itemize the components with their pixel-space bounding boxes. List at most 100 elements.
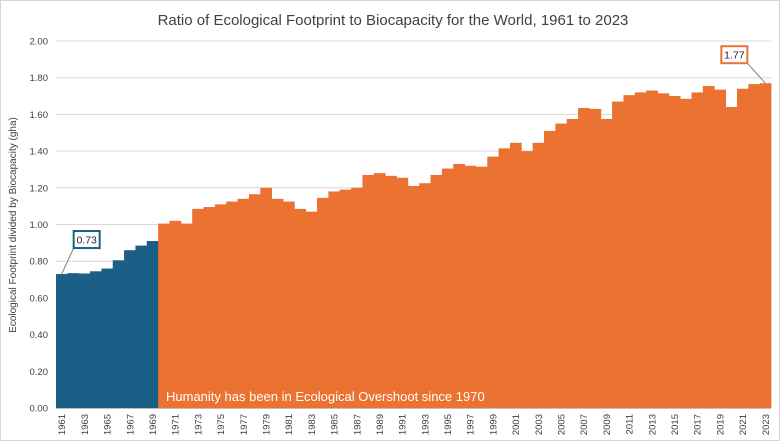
- x-tick-label: 1965: [103, 414, 114, 435]
- bar-1979: [260, 187, 273, 408]
- x-tick-label: 1967: [125, 414, 136, 435]
- bar-2015: [668, 96, 681, 409]
- callout-label: 0.73: [76, 235, 97, 247]
- bar-2018: [702, 85, 715, 409]
- y-tick-label: 1.60: [30, 110, 49, 121]
- x-tick-label: 1963: [80, 414, 91, 435]
- x-tick-label: 1961: [57, 414, 68, 435]
- bar-1996: [453, 163, 465, 408]
- x-tick-label: 1989: [375, 414, 386, 435]
- bars: [56, 83, 772, 409]
- x-tick-label: 1997: [466, 414, 477, 435]
- y-tick-label: 0.00: [30, 404, 49, 415]
- bar-2004: [544, 130, 556, 409]
- y-tick-label: 0.20: [30, 367, 49, 378]
- bar-1966: [112, 260, 125, 408]
- x-tick-label: 2013: [647, 414, 658, 435]
- x-tick-label: 1991: [398, 414, 409, 435]
- bar-2009: [600, 118, 613, 409]
- y-tick-label: 1.40: [30, 147, 49, 158]
- x-tick-label: 1999: [488, 414, 499, 435]
- bar-2013: [646, 90, 658, 409]
- bar-1995: [441, 168, 454, 408]
- bar-2005: [555, 123, 568, 408]
- callout-box: [72, 230, 101, 250]
- x-tick-label: 2019: [715, 414, 726, 435]
- bar-2017: [691, 92, 704, 408]
- bar-2007: [578, 107, 590, 408]
- bar-1967: [124, 250, 136, 408]
- labels: 0.73 1.77: [61, 45, 766, 275]
- bar-1988: [362, 174, 375, 408]
- y-tick-label: 0.40: [30, 330, 49, 341]
- bar-1968: [135, 245, 148, 408]
- chart-title: Ratio of Ecological Footprint to Biocapa…: [158, 12, 629, 29]
- bar-1977: [237, 198, 250, 408]
- bar-1970: [158, 223, 170, 408]
- y-tick-label: 1.20: [30, 183, 49, 194]
- bar-1992: [407, 185, 420, 408]
- bar-2010: [612, 101, 624, 409]
- callout-box: [720, 45, 749, 65]
- x-tick-label: 2003: [534, 414, 545, 435]
- x-tick-label: 1985: [330, 414, 341, 435]
- bar-1983: [305, 211, 318, 408]
- x-tick-label: 2005: [557, 414, 568, 435]
- bar-1997: [464, 165, 477, 408]
- bar-2020: [725, 107, 738, 408]
- bar-2003: [532, 142, 545, 408]
- bar-1994: [430, 174, 443, 408]
- bar-2016: [680, 98, 692, 409]
- x-tick-label: 2023: [761, 414, 772, 435]
- x-tick-label: 2011: [625, 414, 636, 434]
- bar-1985: [328, 191, 341, 408]
- bar-2012: [634, 92, 647, 408]
- x-tick-label: 1981: [284, 414, 295, 435]
- bar-1989: [373, 173, 386, 408]
- bar-1990: [385, 175, 397, 408]
- bar-1980: [271, 198, 284, 408]
- bar-1991: [396, 177, 409, 408]
- y-tick-label: 0.60: [30, 293, 49, 304]
- bar-1974: [203, 207, 216, 408]
- bar-2008: [589, 108, 602, 409]
- y-tick-label: 2.00: [30, 37, 49, 48]
- x-tick-label: 1975: [216, 414, 227, 435]
- x-tick-label: 1979: [261, 414, 272, 435]
- axes: 0.00 0.20 0.40 0.60 0.80 1.00 1.20 1.40 1.60 1.80…: [30, 37, 772, 436]
- x-tick-label: 1977: [239, 414, 250, 435]
- bar-1972: [180, 223, 193, 408]
- bar-1969: [146, 241, 159, 408]
- bar-1993: [419, 183, 431, 408]
- bar-1963: [78, 273, 91, 408]
- y-tick-label: 0.80: [30, 257, 49, 268]
- overshoot-annotation: Humanity has been in Ecological Overshoo…: [166, 389, 485, 404]
- bar-1965: [101, 268, 114, 408]
- x-tick-label: 1995: [443, 414, 454, 435]
- bar-1976: [226, 201, 238, 408]
- x-tick-label: 2009: [602, 414, 613, 435]
- x-tick-label: 2017: [693, 414, 704, 435]
- x-tick-label: 2001: [511, 414, 522, 435]
- x-tick-label: 1983: [307, 414, 318, 435]
- bar-1986: [339, 189, 352, 408]
- bar-1987: [351, 187, 363, 408]
- y-tick-label: 1.00: [30, 220, 49, 231]
- bar-2000: [498, 148, 511, 408]
- x-tick-label: 1971: [171, 414, 182, 435]
- bar-2011: [623, 95, 636, 408]
- bar-1998: [475, 166, 488, 408]
- x-tick-label: 1993: [420, 414, 431, 435]
- bar-1964: [90, 271, 102, 408]
- bar-2014: [657, 93, 670, 409]
- x-tick-label: 1987: [352, 414, 363, 435]
- bar-2021: [736, 88, 749, 409]
- bar-2019: [714, 89, 727, 408]
- bar-1981: [282, 201, 295, 408]
- callout-leader-line: [746, 62, 766, 84]
- bar-1961: [56, 274, 68, 408]
- y-axis-label: Ecological Footprint divided by Biocapac…: [8, 117, 19, 333]
- bar-2001: [509, 142, 522, 408]
- bar-2006: [566, 118, 579, 409]
- y-tick-label: 1.80: [30, 73, 49, 84]
